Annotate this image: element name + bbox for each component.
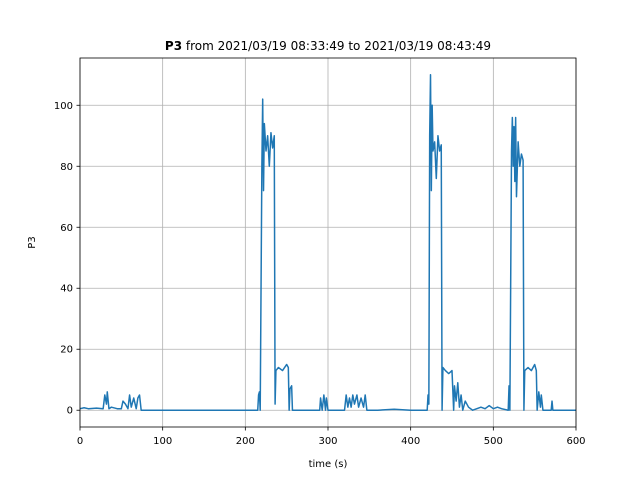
x-tick-label: 300: [318, 436, 337, 447]
y-axis-label: P3: [27, 236, 38, 248]
x-axis-label: time (s): [309, 459, 348, 470]
x-tick-label: 500: [484, 436, 503, 447]
y-tick-label: 0: [67, 406, 73, 417]
x-tick-label: 400: [401, 436, 420, 447]
y-tick-label: 20: [60, 345, 73, 356]
title-bold: P3: [165, 39, 182, 53]
y-tick-label: 60: [60, 223, 73, 234]
x-tick-label: 600: [566, 436, 585, 447]
y-tick-label: 80: [60, 162, 73, 173]
x-tick-label: 200: [236, 436, 255, 447]
axes-frame: [79, 57, 577, 428]
data-line: [79, 74, 576, 411]
x-tick-label: 100: [153, 436, 172, 447]
y-tick-label: 40: [60, 284, 73, 295]
y-tick-label: 100: [54, 101, 73, 112]
title-rest: from 2021/03/19 08:33:49 to 2021/03/19 0…: [186, 39, 491, 53]
x-tick-label: 0: [77, 436, 83, 447]
chart-title: P3 from 2021/03/19 08:33:49 to 2021/03/1…: [165, 39, 491, 53]
